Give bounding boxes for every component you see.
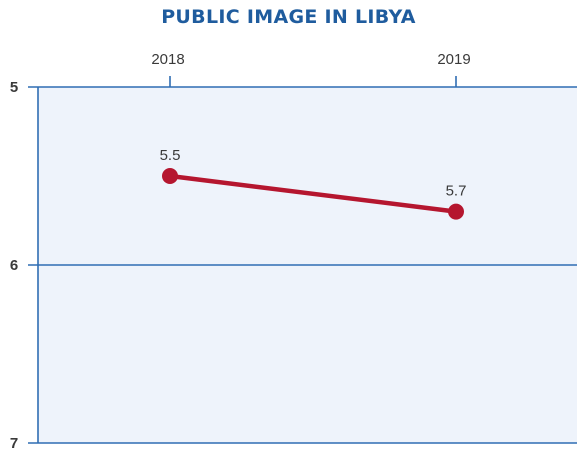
y-tick-label: 6 [10,257,18,274]
series-line [167,173,459,214]
x-tick-label: 2018 [151,51,184,68]
chart-title: PUBLIC IMAGE IN LIBYA [161,6,416,28]
y-tick-label: 5 [10,79,18,96]
x-tick-label: 2019 [437,51,470,68]
y-tick-label: 7 [10,435,18,449]
data-point [162,168,178,184]
data-label: 5.7 [446,183,467,200]
data-label: 5.5 [160,147,181,164]
data-point [448,203,464,220]
